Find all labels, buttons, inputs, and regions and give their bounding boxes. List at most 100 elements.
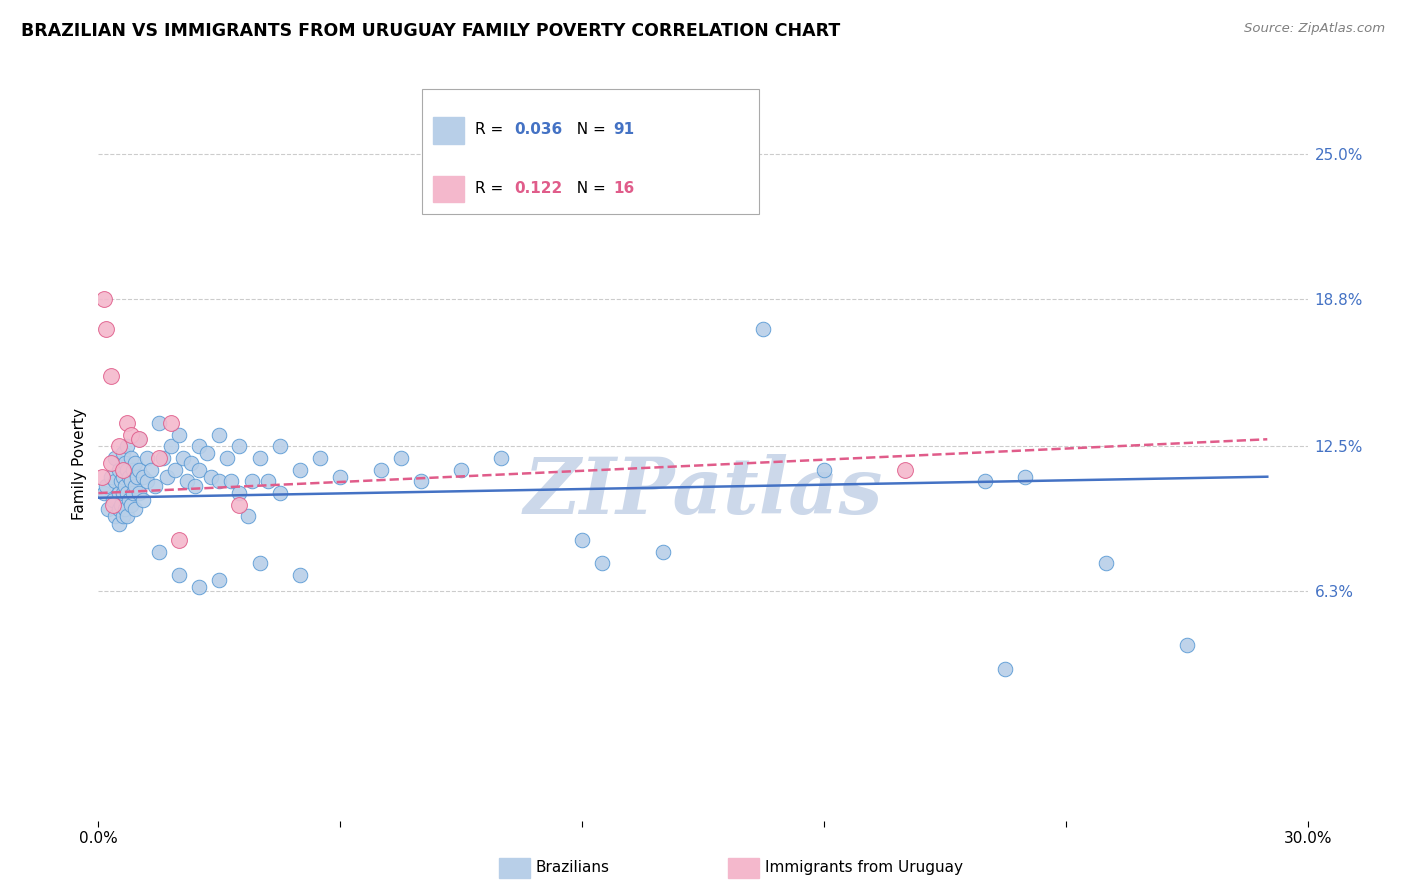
Point — [100, 469, 122, 483]
Text: Brazilians: Brazilians — [536, 861, 610, 875]
Point — [249, 556, 271, 570]
Point — [288, 568, 311, 582]
Point — [269, 439, 291, 453]
Text: R =: R = — [475, 180, 513, 195]
Point — [389, 450, 412, 465]
Point — [195, 446, 218, 460]
Point — [120, 427, 142, 442]
Point — [249, 450, 271, 465]
Point — [1175, 638, 1198, 652]
Point — [115, 416, 138, 430]
Point — [1095, 556, 1118, 570]
Point — [97, 502, 120, 516]
Text: 0.036: 0.036 — [515, 122, 562, 136]
Point — [236, 509, 259, 524]
Point — [103, 475, 125, 489]
Point — [288, 463, 311, 477]
Text: 16: 16 — [613, 180, 634, 195]
Point — [309, 450, 332, 465]
Point — [128, 432, 150, 446]
Point — [107, 502, 129, 516]
Point — [994, 662, 1017, 676]
Point — [120, 450, 142, 465]
Point — [176, 475, 198, 489]
Point — [172, 450, 194, 465]
Point — [114, 502, 136, 516]
Point — [180, 456, 202, 470]
Point — [1014, 469, 1036, 483]
Text: N =: N = — [567, 180, 610, 195]
Point — [188, 463, 211, 477]
Point — [114, 456, 136, 470]
Point — [163, 463, 186, 477]
Point — [111, 446, 134, 460]
Text: 0.122: 0.122 — [515, 180, 562, 195]
Point — [148, 416, 170, 430]
Point — [208, 475, 231, 489]
Point — [208, 573, 231, 587]
Point — [188, 580, 211, 594]
Point — [156, 469, 179, 483]
Point — [96, 322, 118, 336]
Point — [217, 450, 239, 465]
Text: 91: 91 — [613, 122, 634, 136]
Point — [651, 544, 673, 558]
Point — [107, 516, 129, 531]
Point — [101, 498, 124, 512]
Point — [128, 432, 150, 446]
Point — [200, 469, 222, 483]
Point — [110, 498, 132, 512]
Y-axis label: Family Poverty: Family Poverty — [72, 408, 87, 520]
Point — [115, 463, 138, 477]
Point — [101, 493, 124, 508]
Point — [121, 486, 143, 500]
Text: Immigrants from Uruguay: Immigrants from Uruguay — [765, 861, 963, 875]
Point — [124, 479, 146, 493]
Point — [121, 463, 143, 477]
Point — [96, 479, 118, 493]
Point — [329, 469, 352, 483]
Point — [571, 533, 593, 547]
Point — [115, 509, 138, 524]
Point — [591, 556, 613, 570]
Point — [228, 439, 250, 453]
Point — [167, 533, 190, 547]
Point — [107, 439, 129, 453]
Text: ZIPatlas: ZIPatlas — [523, 454, 883, 531]
Point — [167, 568, 190, 582]
Point — [208, 427, 231, 442]
Point — [118, 493, 141, 508]
Point — [111, 463, 134, 477]
Point — [893, 463, 915, 477]
Point — [107, 463, 129, 477]
Point — [132, 493, 155, 508]
Point — [91, 469, 114, 483]
Point — [111, 509, 134, 524]
Point — [370, 463, 392, 477]
Point — [160, 439, 183, 453]
Point — [152, 450, 174, 465]
Point — [256, 475, 278, 489]
Point — [100, 369, 122, 384]
Point — [409, 475, 432, 489]
Point — [974, 475, 997, 489]
Point — [240, 475, 263, 489]
Point — [184, 479, 207, 493]
Point — [269, 486, 291, 500]
Point — [111, 486, 134, 500]
Point — [125, 469, 148, 483]
Point — [228, 498, 250, 512]
Point — [160, 416, 183, 430]
Point — [115, 486, 138, 500]
Point — [135, 475, 157, 489]
Point — [93, 486, 115, 500]
Point — [139, 463, 162, 477]
Point — [188, 439, 211, 453]
Text: Source: ZipAtlas.com: Source: ZipAtlas.com — [1244, 22, 1385, 36]
Point — [111, 469, 134, 483]
Point — [128, 463, 150, 477]
Point — [124, 502, 146, 516]
Point — [167, 427, 190, 442]
Text: N =: N = — [567, 122, 610, 136]
Point — [752, 322, 775, 336]
